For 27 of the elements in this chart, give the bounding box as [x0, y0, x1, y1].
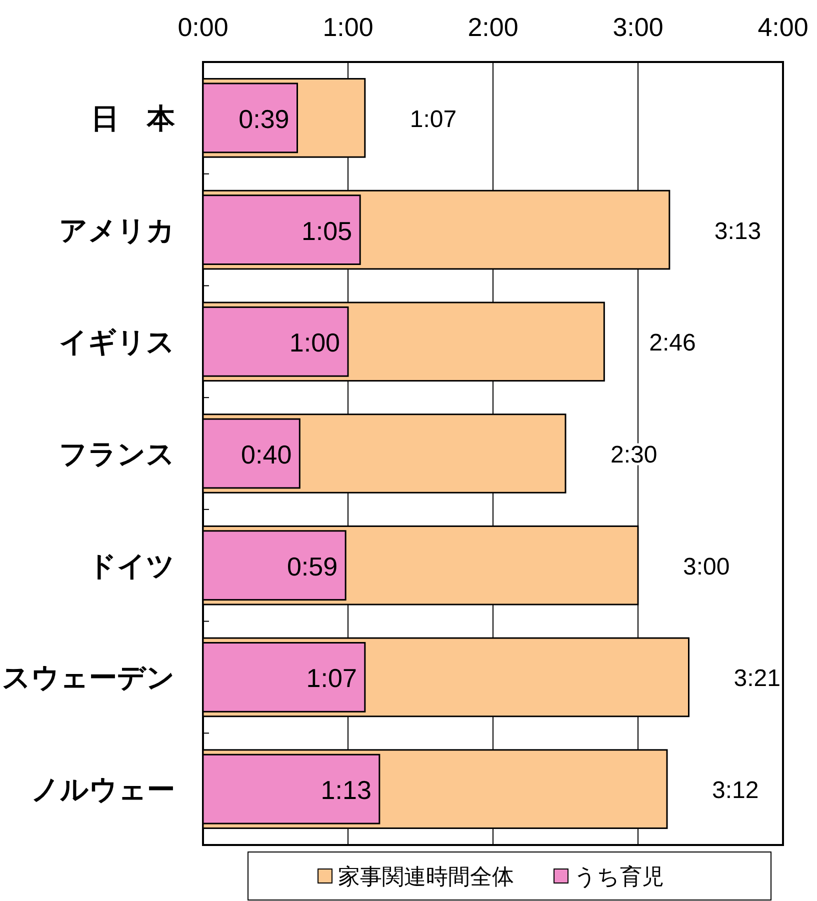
data-label: 0:40: [241, 440, 292, 470]
y-tick-label: アメリカ: [59, 214, 175, 247]
x-tick-label: 4:00: [758, 12, 808, 42]
data-label: 1:13: [320, 775, 372, 806]
y-tick-label: フランス: [59, 438, 175, 470]
y-tick-label: イギリス: [59, 326, 175, 359]
data-label: 3:00: [683, 553, 730, 580]
x-tick-label: 2:00: [468, 12, 518, 42]
data-label: 1:00: [289, 328, 340, 358]
x-tick-label: 1:00: [322, 12, 374, 42]
data-label: 0:59: [286, 551, 338, 582]
data-label: 3:21: [734, 665, 780, 692]
y-tick-label: 日 本: [91, 102, 176, 135]
y-tick-label: ノルウェー: [31, 773, 175, 806]
x-tick-label: 3:00: [612, 12, 664, 42]
legend-label: うち育児: [574, 864, 664, 890]
data-label: 3:13: [714, 218, 762, 245]
y-tick-label: ドイツ: [88, 549, 175, 582]
data-label: 1:07: [306, 663, 357, 694]
data-label: 2:46: [649, 330, 696, 357]
legend-label: 家事関連時間全体: [338, 865, 514, 890]
data-label: 1:05: [301, 216, 352, 246]
data-label: 3:12: [712, 777, 759, 804]
x-tick-label: 0:00: [178, 12, 228, 42]
y-tick-label: スウェーデン: [2, 661, 175, 694]
data-label: 1:07: [410, 106, 457, 133]
data-label: 0:39: [238, 104, 290, 134]
